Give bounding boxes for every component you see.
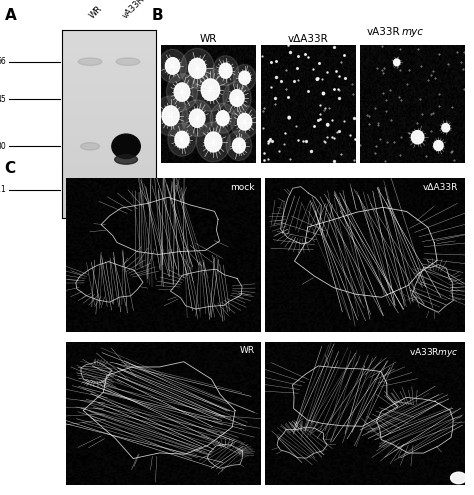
Ellipse shape	[166, 74, 198, 110]
Title: vΔA33R: vΔA33R	[288, 34, 328, 44]
Ellipse shape	[327, 123, 329, 126]
Ellipse shape	[233, 64, 256, 91]
Ellipse shape	[112, 134, 140, 158]
Ellipse shape	[189, 58, 206, 78]
Ellipse shape	[223, 81, 251, 115]
Text: myc: myc	[402, 27, 424, 37]
Text: 66: 66	[0, 57, 7, 66]
Ellipse shape	[165, 57, 180, 74]
Text: vA33R: vA33R	[0, 494, 1, 495]
Ellipse shape	[78, 58, 102, 65]
Title: WR: WR	[200, 34, 217, 44]
Ellipse shape	[322, 92, 325, 95]
Ellipse shape	[230, 105, 259, 139]
Text: WR: WR	[88, 4, 104, 20]
Ellipse shape	[196, 122, 230, 162]
Ellipse shape	[213, 56, 238, 86]
Text: A: A	[5, 8, 17, 23]
Text: 45: 45	[0, 95, 7, 104]
Ellipse shape	[81, 143, 100, 150]
Text: C: C	[5, 161, 16, 176]
Text: B: B	[152, 8, 164, 23]
Ellipse shape	[175, 131, 189, 148]
Ellipse shape	[216, 111, 229, 126]
Ellipse shape	[205, 132, 222, 152]
Ellipse shape	[230, 90, 244, 106]
Ellipse shape	[210, 103, 236, 133]
Ellipse shape	[115, 155, 137, 164]
Ellipse shape	[288, 116, 291, 119]
Ellipse shape	[201, 79, 219, 100]
Ellipse shape	[219, 63, 232, 78]
Text: mock: mock	[230, 183, 255, 192]
Ellipse shape	[316, 78, 319, 81]
Ellipse shape	[174, 83, 190, 101]
Ellipse shape	[442, 124, 450, 132]
Ellipse shape	[192, 68, 229, 111]
Ellipse shape	[451, 472, 466, 484]
Text: 30: 30	[0, 142, 7, 151]
Ellipse shape	[180, 49, 214, 88]
Ellipse shape	[154, 96, 188, 136]
Ellipse shape	[168, 123, 196, 156]
Text: vA33Rmyc: vA33Rmyc	[345, 27, 401, 37]
Text: vA33R$\mathit{myc}$: vA33R$\mathit{myc}$	[409, 346, 458, 359]
Ellipse shape	[237, 113, 252, 130]
Ellipse shape	[182, 100, 213, 137]
Ellipse shape	[116, 58, 140, 65]
Ellipse shape	[393, 59, 400, 66]
Text: 20.1: 20.1	[0, 185, 7, 194]
Ellipse shape	[232, 138, 246, 153]
Text: vΔA33R: vΔA33R	[423, 183, 458, 192]
Text: WR: WR	[240, 346, 255, 355]
Ellipse shape	[434, 141, 443, 150]
Ellipse shape	[162, 106, 179, 126]
Ellipse shape	[239, 71, 250, 85]
Text: vA33R: vA33R	[367, 27, 401, 37]
Ellipse shape	[190, 109, 205, 127]
Ellipse shape	[411, 131, 424, 144]
Ellipse shape	[226, 131, 252, 160]
Text: vA33R: vA33R	[120, 0, 146, 20]
Ellipse shape	[158, 50, 187, 83]
